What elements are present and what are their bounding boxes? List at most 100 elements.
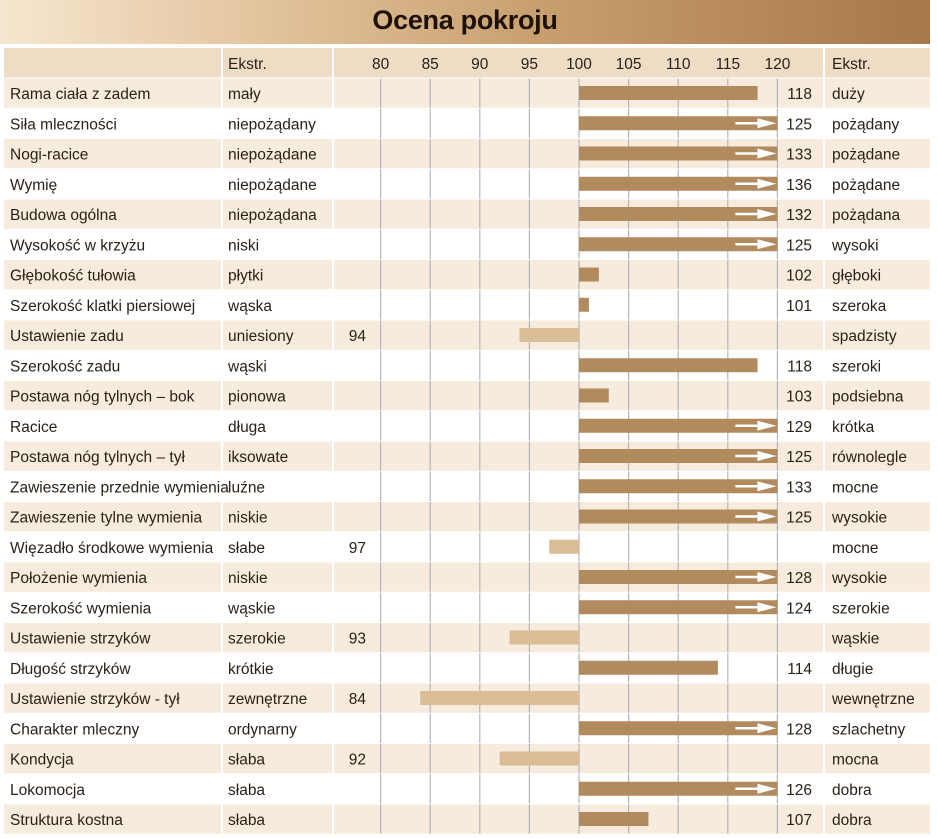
tick-label: 120 [764,56,790,73]
title-bar: Ocena pokroju [0,0,930,46]
trait-label: Szerokość wymienia [10,600,152,617]
bar [579,660,718,675]
overflow-arrow-head [757,148,777,159]
value-label: 107 [786,812,812,829]
value-label: 136 [786,177,812,194]
value-label: 132 [786,207,812,224]
low-extreme-label: wąski [227,358,267,375]
value-label: 114 [787,661,812,678]
high-extreme-label: pożądany [832,116,899,133]
high-extreme-label: spadzisty [832,328,897,345]
high-extreme-label: pożądane [832,147,900,164]
trait-label: Kondycja [10,752,74,769]
table-row [4,320,930,351]
overflow-arrow-head [757,481,777,492]
value-label: 128 [786,721,812,738]
low-extreme-label: niepożądane [228,147,317,164]
overflow-arrow-head [757,572,777,582]
value-label: 125 [786,237,812,254]
high-extreme-label: głęboki [832,268,881,285]
value-label: 97 [349,540,366,557]
bar [579,297,589,312]
overflow-arrow-head [757,239,777,250]
trait-label: Ustawienie strzyków [10,631,151,648]
low-extreme-label: iksowate [228,449,288,466]
low-extreme-label: pionowa [228,389,286,406]
low-extreme-label: niepożądana [228,207,317,224]
trait-label: Szerokość zadu [10,358,120,375]
value-label: 118 [787,358,812,375]
overflow-arrow-head [757,209,777,219]
table-row [4,622,930,653]
high-extreme-label: wysokie [831,570,887,587]
value-label: 128 [786,570,812,587]
overflow-arrow-head [757,511,777,522]
high-extreme-label: pożądana [832,207,900,224]
low-extreme-label: wąskie [227,600,275,617]
value-label: 125 [786,449,812,466]
value-label: 126 [786,782,812,799]
bar [579,721,778,736]
bar [579,570,778,584]
trait-label: Postawa nóg tylnych – bok [10,389,195,406]
high-extreme-label: długie [832,661,873,678]
table-row [4,259,930,290]
table-row [4,78,930,109]
bar [579,267,599,282]
low-extreme-label: słaba [228,782,265,799]
tick-label: 80 [372,56,390,73]
low-extreme-label: zewnętrzne [228,691,307,708]
value-label: 101 [786,298,812,315]
table-row [4,743,930,774]
value-label: 84 [349,691,367,708]
low-extreme-label: mały [228,86,261,103]
low-extreme-label: płytki [228,268,263,285]
low-extreme-label: krótkie [228,661,274,678]
high-extreme-label: dobra [832,812,872,829]
value-label: 92 [349,752,366,769]
bar [420,691,579,705]
high-extreme-label: szlachetny [832,721,905,738]
low-extreme-label: niski [228,237,259,254]
trait-label: Lokomocja [10,782,85,799]
high-extreme-label: szerokie [832,600,890,617]
overflow-arrow-head [757,723,777,734]
low-extreme-label: niepożądane [228,177,317,194]
bar [549,539,579,554]
overflow-arrow-head [757,451,777,461]
trait-label: Struktura kostna [10,812,123,829]
low-extreme-label: uniesiony [228,328,294,345]
overflow-arrow-head [757,118,777,129]
trait-label: Długość strzyków [10,661,131,678]
high-extreme-label: wysokie [831,510,887,527]
tick-label: 110 [666,56,691,73]
tick-label: 85 [422,56,439,73]
bar [579,479,778,494]
bar [579,207,778,221]
value-label: 129 [786,419,812,436]
table-row [4,652,930,683]
trait-label: Postawa nóg tylnych – tył [10,449,185,466]
low-extreme-label: szerokie [228,631,286,648]
low-extreme-label: wąska [227,298,272,315]
header-right-extreme: Ekstr. [832,56,871,73]
trait-label: Głębokość tułowia [10,268,136,285]
value-label: 133 [786,479,812,496]
bar [579,237,778,252]
chart-title: Ocena pokroju [372,5,558,35]
high-extreme-label: szeroka [832,298,887,315]
table-row [4,289,930,320]
high-extreme-label: wysoki [831,237,879,254]
chart-svg: Ekstr. Ekstr. 80 85 90 95 100 105 110 115 120 Rama … [4,48,930,835]
high-extreme-label: mocna [832,752,879,769]
bar [579,418,778,433]
trait-label: Nogi-racice [10,147,88,164]
bar [579,812,649,826]
trait-label: Ustawienie zadu [10,328,124,345]
bar [579,86,758,100]
trait-label: Położenie wymienia [10,570,147,587]
bar [579,358,758,373]
table-row [4,350,930,381]
value-label: 133 [786,147,812,164]
trait-label: Zawieszenie tylne wymienia [10,510,202,527]
